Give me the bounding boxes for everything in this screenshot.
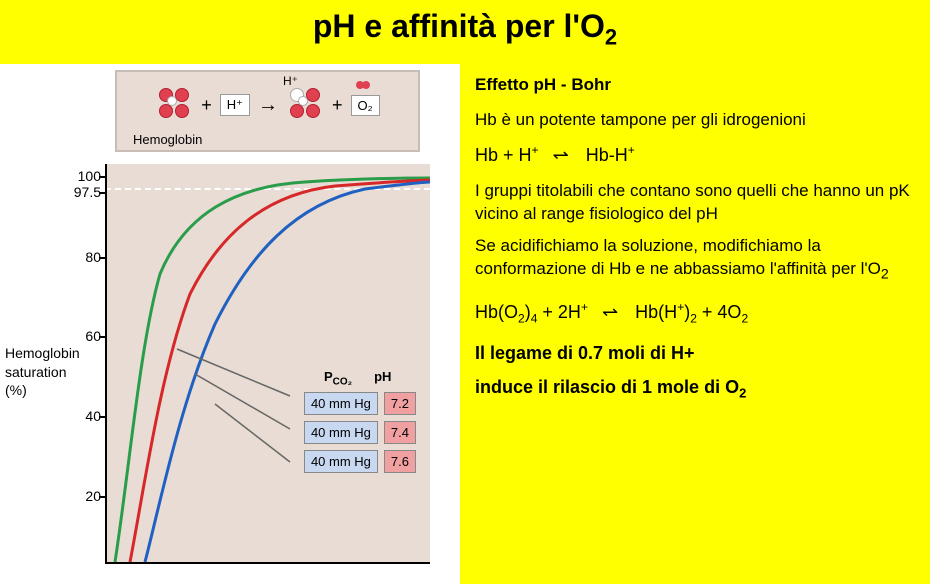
- h-plus-box: H⁺: [220, 94, 250, 116]
- hemoglobin-deoxy-icon: [286, 88, 324, 122]
- y-tick-label: 60: [67, 328, 101, 344]
- o2-box: O₂: [351, 95, 380, 116]
- equation-2: Hb(O2)4 + 2H+ ⇀↽ Hb(H+)2 + 4O2: [475, 299, 915, 327]
- reaction-content: + H⁺ → + O₂: [117, 72, 418, 132]
- right-column: Effetto pH - Bohr Hb è un potente tampon…: [460, 64, 930, 584]
- plus-2: +: [332, 95, 343, 116]
- y-axis-label: Hemoglobin saturation (%): [5, 344, 80, 399]
- plus-1: +: [201, 95, 212, 116]
- y-tick-label: 20: [67, 488, 101, 504]
- main-content: H⁺ + H⁺ →: [0, 64, 930, 584]
- y-tick-label: 100: [67, 168, 101, 184]
- y-label-3: (%): [5, 382, 27, 398]
- plot-border: [105, 164, 430, 564]
- saturation-plot: 10097.580604020 PCO₂ pH 40 mm Hg7.240 mm…: [105, 164, 430, 564]
- title-bar: pH e affinità per l'O2: [0, 0, 930, 64]
- reaction-box: H⁺ + H⁺ →: [115, 70, 420, 152]
- page-title: pH e affinità per l'O2: [313, 8, 617, 44]
- hemoglobin-oxy-icon: [155, 88, 193, 122]
- p1: Hb è un potente tampone per gli idrogeni…: [475, 109, 915, 132]
- note-line-2: induce il rilascio di 1 mole di O2: [475, 375, 915, 402]
- p2: I gruppi titolabili che contano sono que…: [475, 180, 915, 226]
- chart-wrap: H⁺ + H⁺ →: [0, 64, 460, 584]
- y-tick-label: 40: [67, 408, 101, 424]
- p3: Se acidifichiamo la soluzione, modifichi…: [475, 235, 915, 284]
- bohr-heading: Effetto pH - Bohr: [475, 74, 915, 97]
- y-label-1: Hemoglobin: [5, 345, 80, 361]
- title-sub: 2: [605, 24, 617, 49]
- title-text: pH e affinità per l'O: [313, 8, 605, 44]
- hemoglobin-label: Hemoglobin: [133, 132, 202, 147]
- equation-1: Hb + H+ ⇀↽ Hb-H+: [475, 142, 915, 167]
- y-label-2: saturation: [5, 364, 66, 380]
- y-tick-label: 97.5: [67, 184, 101, 200]
- h-top-label: H⁺: [283, 74, 298, 88]
- reaction-arrow-icon: →: [258, 94, 278, 117]
- free-o2-icon: [356, 76, 370, 94]
- left-column: H⁺ + H⁺ →: [0, 64, 460, 584]
- note-line-1: Il legame di 0.7 moli di H+: [475, 341, 915, 365]
- y-tick-label: 80: [67, 249, 101, 265]
